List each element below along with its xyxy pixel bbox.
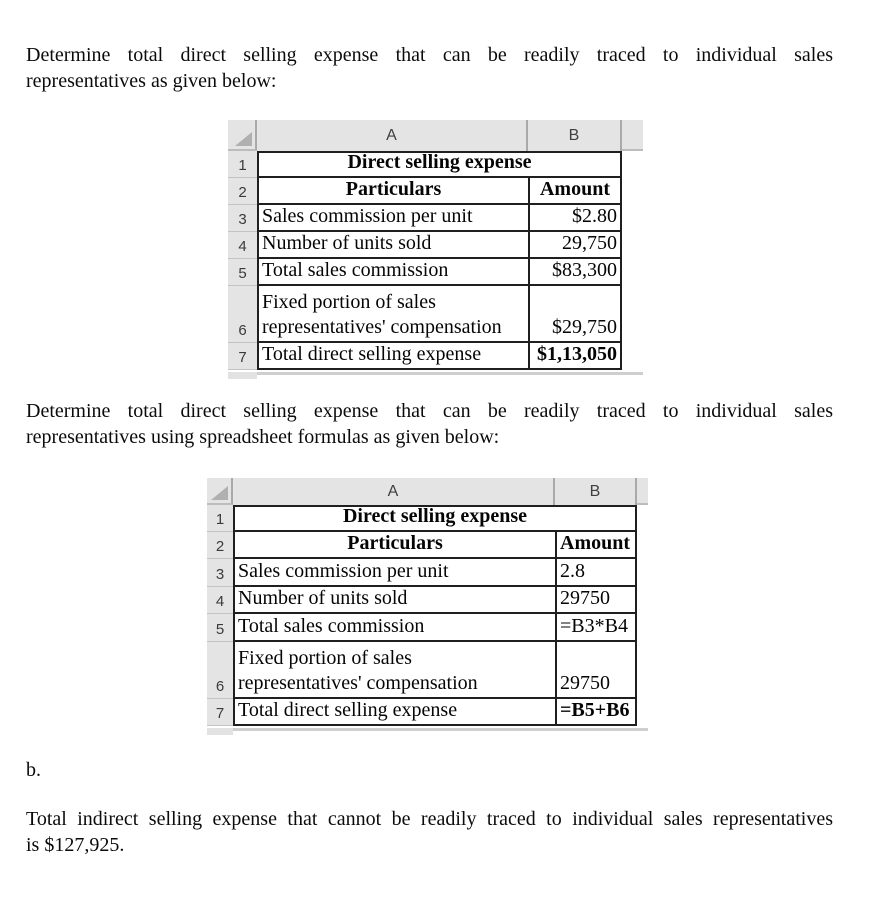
cell-b3-value: $2.80 (528, 205, 622, 232)
select-all-corner (228, 120, 257, 151)
next-row-sliver (228, 372, 643, 380)
next-row-sliver (207, 728, 648, 736)
table-row-5: 5 Total sales commission $83,300 (228, 259, 643, 286)
paragraph-1-line-2: representatives as given below: (26, 70, 277, 92)
cell-b4-value: 29,750 (528, 232, 622, 259)
column-header-b: B (528, 120, 622, 151)
cell-a4-label: Number of units sold (233, 587, 555, 614)
paragraph-2-line-2: representatives using spreadsheet formul… (26, 426, 500, 448)
sheet-header-row: A B (207, 478, 648, 505)
next-row-gridline (257, 372, 643, 375)
row-header-6: 6 (228, 286, 257, 343)
cell-b3-value: 2.8 (555, 559, 637, 587)
select-all-triangle-icon (211, 486, 228, 500)
spreadsheet-table-formulas: A B 1 Direct selling expense 2 Particula… (207, 478, 648, 736)
sheet-header-row: A B (228, 120, 643, 151)
row-header-4: 4 (207, 587, 233, 614)
row-header-1: 1 (228, 151, 257, 178)
table-row-6: 6 Fixed portion of sales representatives… (228, 286, 643, 343)
table-row-6: 6 Fixed portion of sales representatives… (207, 642, 648, 699)
row-header-1: 1 (207, 505, 233, 532)
column-header-c-sliver (637, 478, 648, 505)
table-row-4: 4 Number of units sold 29,750 (228, 232, 643, 259)
next-row-number-sliver (228, 372, 257, 379)
cell-amount-header: Amount (555, 532, 637, 559)
column-header-c-sliver (622, 120, 643, 151)
select-all-triangle-icon (235, 132, 252, 146)
table-row-1: 1 Direct selling expense (228, 151, 643, 178)
cell-b5-value: =B3*B4 (555, 614, 637, 642)
table-row-7: 7 Total direct selling expense $1,13,050 (228, 343, 643, 370)
table-row-3: 3 Sales commission per unit $2.80 (228, 205, 643, 232)
cell-a3-label: Sales commission per unit (233, 559, 555, 587)
cell-b7-value: $1,13,050 (528, 343, 622, 370)
row-header-4: 4 (228, 232, 257, 259)
row-header-5: 5 (207, 614, 233, 642)
paragraph-2: Determine total direct selling expense t… (26, 398, 833, 450)
cell-particulars-header: Particulars (257, 178, 528, 205)
cell-a6-label: Fixed portion of sales representatives' … (233, 642, 555, 699)
cell-a6-label: Fixed portion of sales representatives' … (257, 286, 528, 343)
table-row-2: 2 Particulars Amount (228, 178, 643, 205)
next-row-gridline (233, 728, 648, 731)
cell-b6-value: 29750 (555, 642, 637, 699)
cell-b4-value: 29750 (555, 587, 637, 614)
cell-a5-label: Total sales commission (233, 614, 555, 642)
column-header-a: A (233, 478, 555, 505)
column-header-b: B (555, 478, 637, 505)
cell-title: Direct selling expense (233, 505, 637, 532)
paragraph-3-line-1: Total indirect selling expense that cann… (26, 808, 833, 830)
cell-a7-label: Total direct selling expense (233, 699, 555, 726)
cell-b6-value: $29,750 (528, 286, 622, 343)
cell-title: Direct selling expense (257, 151, 622, 178)
table-row-3: 3 Sales commission per unit 2.8 (207, 559, 648, 587)
cell-b5-value: $83,300 (528, 259, 622, 286)
row-header-6: 6 (207, 642, 233, 699)
item-label-b: b. (26, 759, 41, 781)
paragraph-1-line-1: Determine total direct selling expense t… (26, 44, 833, 66)
row-header-3: 3 (207, 559, 233, 587)
paragraph-2-line-1: Determine total direct selling expense t… (26, 400, 833, 422)
cell-b7-value: =B5+B6 (555, 699, 637, 726)
table-row-5: 5 Total sales commission =B3*B4 (207, 614, 648, 642)
table-row-2: 2 Particulars Amount (207, 532, 648, 559)
select-all-corner (207, 478, 233, 505)
cell-a7-label: Total direct selling expense (257, 343, 528, 370)
paragraph-1: Determine total direct selling expense t… (26, 42, 833, 94)
table-row-1: 1 Direct selling expense (207, 505, 648, 532)
row-header-5: 5 (228, 259, 257, 286)
cell-particulars-header: Particulars (233, 532, 555, 559)
row-header-7: 7 (228, 343, 257, 370)
column-header-a: A (257, 120, 528, 151)
paragraph-3-line-2: is $127,925. (26, 834, 125, 856)
next-row-number-sliver (207, 728, 233, 735)
spreadsheet-table-values: A B 1 Direct selling expense 2 Particula… (228, 120, 643, 380)
cell-a3-label: Sales commission per unit (257, 205, 528, 232)
table-row-4: 4 Number of units sold 29750 (207, 587, 648, 614)
table-row-7: 7 Total direct selling expense =B5+B6 (207, 699, 648, 726)
row-header-2: 2 (207, 532, 233, 559)
paragraph-3: Total indirect selling expense that cann… (26, 806, 833, 858)
row-header-3: 3 (228, 205, 257, 232)
cell-a4-label: Number of units sold (257, 232, 528, 259)
row-header-2: 2 (228, 178, 257, 205)
cell-amount-header: Amount (528, 178, 622, 205)
cell-a5-label: Total sales commission (257, 259, 528, 286)
row-header-7: 7 (207, 699, 233, 726)
